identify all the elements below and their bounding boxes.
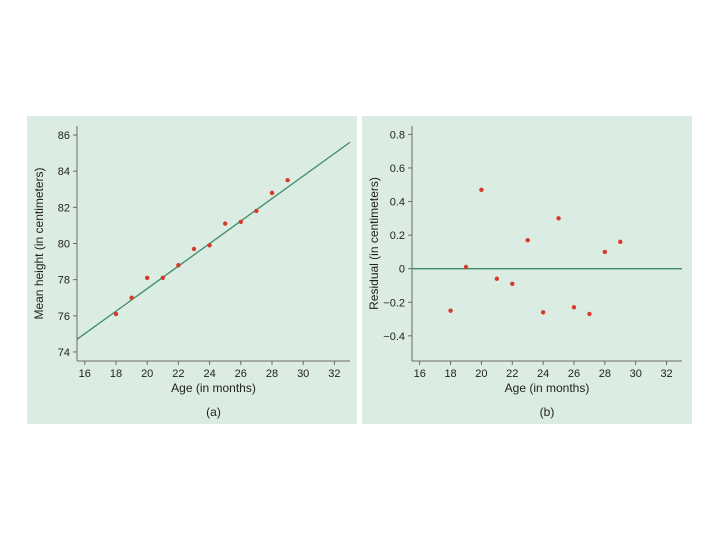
y-tick-label: 0.8 bbox=[390, 129, 405, 141]
data-point bbox=[129, 295, 134, 300]
x-tick-label: 24 bbox=[537, 368, 549, 380]
data-point bbox=[113, 311, 119, 317]
y-tick-label: 0 bbox=[399, 264, 405, 276]
y-tick-label: −0.2 bbox=[383, 297, 405, 309]
chart-panel-b: 16 18 20 22 24 26 28 30 32 0.8 0.6 0.4 0.2 0 −0.2 −0.4 A… bbox=[362, 116, 692, 424]
data-point bbox=[479, 187, 484, 192]
y-tick-label: 80 bbox=[58, 239, 70, 251]
y-tick-label: 84 bbox=[58, 166, 70, 178]
data-point bbox=[269, 190, 275, 196]
data-point bbox=[160, 275, 165, 281]
residual-chart-b: 16 18 20 22 24 26 28 30 32 0.8 0.6 0.4 0.2 0 −0.2 −0.4 A… bbox=[362, 116, 692, 424]
data-point bbox=[285, 178, 290, 183]
panel-background-b bbox=[362, 116, 692, 424]
data-point bbox=[618, 239, 623, 245]
y-tick-label: 0.6 bbox=[390, 163, 405, 175]
data-point bbox=[602, 249, 608, 255]
x-tick-label: 32 bbox=[660, 368, 672, 380]
x-tick-label: 32 bbox=[328, 368, 340, 380]
data-point bbox=[254, 208, 259, 214]
x-tick-label: 26 bbox=[235, 368, 247, 380]
x-tick-label: 18 bbox=[444, 368, 456, 380]
y-axis-label: Mean height (in centimeters) bbox=[32, 167, 46, 319]
x-tick-label: 18 bbox=[110, 368, 122, 380]
data-point bbox=[587, 311, 592, 317]
x-tick-label: 20 bbox=[141, 368, 153, 380]
x-tick-label: 16 bbox=[79, 368, 91, 380]
data-point bbox=[223, 221, 228, 226]
data-point bbox=[207, 243, 212, 248]
data-point bbox=[571, 305, 577, 310]
data-point bbox=[448, 308, 453, 313]
x-tick-label: 22 bbox=[506, 368, 518, 380]
x-tick-label: 22 bbox=[172, 368, 184, 380]
x-tick-label: 28 bbox=[599, 368, 611, 380]
y-tick-label: 76 bbox=[58, 311, 70, 323]
y-tick-label: 82 bbox=[58, 202, 70, 214]
y-tick-label: −0.4 bbox=[383, 331, 405, 343]
x-tick-label: 30 bbox=[630, 368, 642, 380]
y-tick-label: 0.2 bbox=[390, 230, 405, 242]
data-point bbox=[540, 310, 546, 315]
panel-label: (a) bbox=[206, 405, 221, 419]
chart-panel-a: 16 18 20 22 24 26 28 30 32 74 76 78 80 82 84 86 Age (in … bbox=[27, 116, 357, 424]
x-axis-label: Age (in months) bbox=[505, 381, 590, 395]
data-point bbox=[525, 237, 530, 243]
data-point bbox=[145, 275, 150, 281]
panel-background-a bbox=[27, 116, 357, 424]
data-point bbox=[176, 262, 181, 268]
x-tick-label: 20 bbox=[475, 368, 487, 380]
x-tick-label: 24 bbox=[203, 368, 215, 380]
y-tick-label: 78 bbox=[58, 275, 70, 287]
data-point bbox=[238, 219, 243, 225]
data-point bbox=[494, 276, 500, 281]
data-point bbox=[463, 264, 469, 270]
regression-line bbox=[76, 141, 351, 340]
scatter-chart-a: 16 18 20 22 24 26 28 30 32 74 76 78 80 82 84 86 Age (in … bbox=[27, 116, 357, 424]
data-point bbox=[510, 281, 515, 286]
y-tick-label: 0.4 bbox=[390, 197, 405, 209]
x-tick-label: 26 bbox=[568, 368, 580, 380]
x-tick-label: 30 bbox=[297, 368, 309, 380]
y-axis-label: Residual (in centimeters) bbox=[367, 177, 381, 310]
data-point bbox=[556, 216, 561, 221]
data-point bbox=[191, 246, 197, 252]
y-tick-label: 86 bbox=[58, 130, 70, 142]
panel-label: (b) bbox=[540, 405, 555, 419]
x-tick-label: 28 bbox=[266, 368, 278, 380]
y-tick-label: 74 bbox=[58, 347, 70, 359]
x-tick-label: 16 bbox=[414, 368, 426, 380]
x-axis-label: Age (in months) bbox=[171, 381, 256, 395]
